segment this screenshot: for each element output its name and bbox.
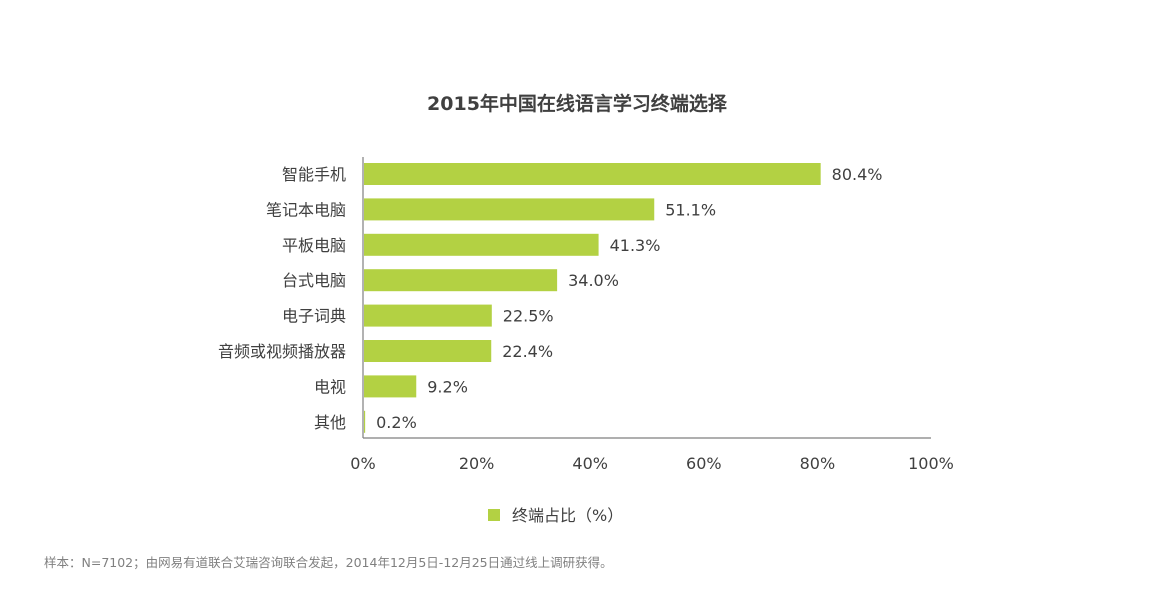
category-label: 音频或视频播放器 — [218, 342, 346, 361]
footnote: 样本：N=7102；由网易有道联合艾瑞咨询联合发起，2014年12月5日-12月… — [44, 555, 613, 570]
category-label: 平板电脑 — [282, 236, 346, 255]
value-label: 51.1% — [665, 200, 716, 219]
value-labels: 80.4% 51.1%41.3% 34.0% 22.5% 22.4% 9.2% 0.2% — [376, 165, 882, 432]
bars-group — [364, 163, 821, 433]
x-tick-label: 40% — [572, 454, 608, 473]
legend: 终端占比（%） — [488, 506, 623, 525]
chart-title: 2015年中国在线语言学习终端选择 — [427, 92, 728, 115]
x-tick-label: 20% — [459, 454, 495, 473]
category-label: 电视 — [314, 377, 346, 396]
value-label: 80.4% — [832, 165, 883, 184]
x-tick-label: 60% — [686, 454, 722, 473]
value-label: 34.0% — [568, 271, 619, 290]
value-label: 0.2% — [376, 413, 417, 432]
bar-2 — [364, 198, 655, 221]
x-tick-label: 100% — [908, 454, 954, 473]
category-label: 智能手机 — [282, 165, 346, 184]
x-tick-labels: 0% 20% 40% 60% 80% 100% — [350, 454, 954, 473]
x-tick-label: 80% — [800, 454, 836, 473]
bar-6 — [364, 340, 492, 362]
value-label: 22.5% — [503, 307, 554, 326]
bar-4 — [364, 269, 558, 292]
x-tick-label: 0% — [350, 454, 375, 473]
bar-7 — [364, 375, 417, 398]
value-label: 41.3% — [610, 236, 661, 255]
bar-8 — [364, 410, 366, 433]
bar-1 — [364, 163, 821, 185]
value-label: 22.4% — [502, 342, 553, 361]
category-label: 台式电脑 — [282, 271, 346, 290]
legend-swatch — [488, 509, 500, 521]
bar-3 — [364, 233, 599, 256]
category-label: 笔记本电脑 — [266, 200, 346, 219]
bar-5 — [364, 304, 492, 327]
axes — [362, 157, 931, 439]
category-label: 其他 — [314, 413, 346, 432]
value-label: 9.2% — [427, 377, 468, 396]
category-label: 电子词典 — [282, 307, 346, 326]
legend-label: 终端占比（%） — [512, 506, 623, 525]
